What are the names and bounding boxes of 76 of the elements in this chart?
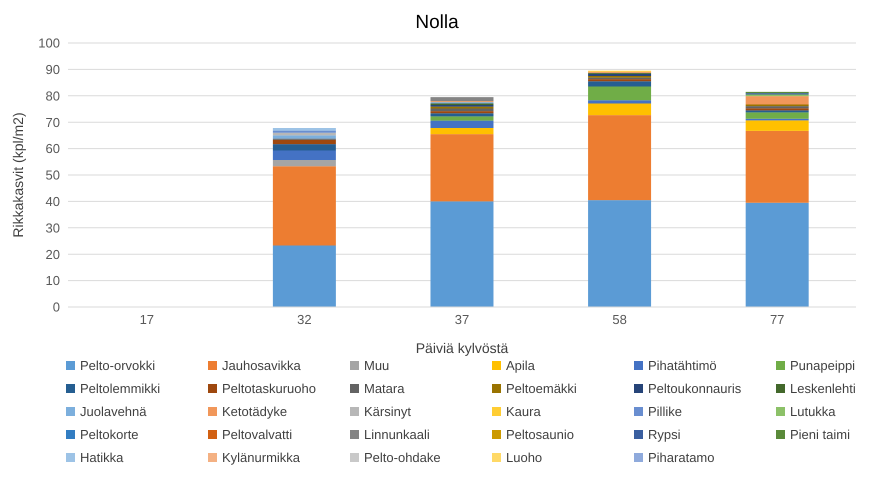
bar xyxy=(588,103,652,116)
x-tick-label: 77 xyxy=(770,312,784,328)
bar xyxy=(272,135,336,139)
legend-label: Ketotädyke xyxy=(222,404,288,419)
bar xyxy=(430,113,494,116)
bar xyxy=(746,112,809,119)
bar xyxy=(588,100,652,104)
legend-label: Peltovalvatti xyxy=(222,427,292,442)
legend-label: Kärsinyt xyxy=(364,404,411,419)
legend-label: Peltolemmikki xyxy=(80,381,160,396)
bar xyxy=(430,97,494,102)
legend-label: Jauhosavikka xyxy=(222,358,301,373)
legend-label: Pelto-ohdake xyxy=(364,450,441,465)
x-tick-label: 17 xyxy=(140,312,154,328)
x-tick-label: 37 xyxy=(454,312,470,328)
y-tick-label: 90 xyxy=(46,62,60,78)
y-tick-label: 100 xyxy=(38,36,60,51)
bar xyxy=(430,108,494,112)
legend-label: Muu xyxy=(364,358,390,373)
legend-label: Pieni taimi xyxy=(790,427,850,442)
bar xyxy=(746,202,809,307)
legend-label: Pihatähtimö xyxy=(648,358,717,373)
bar xyxy=(272,144,336,150)
bar xyxy=(430,201,494,307)
bar xyxy=(588,81,652,87)
x-tick-label: 32 xyxy=(297,312,312,328)
y-tick-label: 0 xyxy=(52,300,60,315)
bar xyxy=(430,134,494,202)
legend-label: Punapeippi xyxy=(790,358,856,373)
y-tick-label: 10 xyxy=(46,273,60,288)
legend-label: Peltoemäkki xyxy=(506,381,577,396)
bar xyxy=(272,245,336,307)
bar xyxy=(430,120,494,128)
legend-label: Rypsi xyxy=(648,427,681,442)
legend-label: Lutukka xyxy=(790,404,836,419)
y-tick-label: 20 xyxy=(46,246,60,262)
chart-title: Nolla xyxy=(415,12,459,33)
bar xyxy=(588,86,652,100)
bar xyxy=(272,132,336,136)
bar xyxy=(746,130,809,203)
bar xyxy=(588,200,652,307)
y-tick-label: 70 xyxy=(46,114,60,130)
y-axis-title: Rikkakasvit (kpl/m2) xyxy=(10,112,26,238)
legend-label: Apila xyxy=(506,358,535,373)
x-axis-title: Päiviä kylvöstä xyxy=(416,340,509,356)
bar xyxy=(272,150,336,160)
legend-label: Peltotaskuruoho xyxy=(222,381,316,396)
bar xyxy=(746,96,809,105)
legend-label: Peltokorte xyxy=(80,427,139,442)
legend-label: Luoho xyxy=(506,450,542,465)
y-tick-label: 30 xyxy=(46,220,60,236)
legend-label: Linnunkaali xyxy=(364,427,430,442)
legend-label: Piharatamo xyxy=(648,450,714,465)
bar xyxy=(272,128,336,131)
legend-label: Kaura xyxy=(506,404,541,419)
legend-label: Pillike xyxy=(648,404,682,419)
bar xyxy=(746,120,809,131)
y-tick-label: 40 xyxy=(46,194,60,210)
legend-label: Kylänurmikka xyxy=(222,450,300,465)
legend-label: Leskenlehti xyxy=(790,381,856,396)
y-tick-label: 50 xyxy=(46,168,60,183)
legend-label: Hatikka xyxy=(80,450,124,465)
legend-label: Matara xyxy=(364,381,404,396)
x-tick-label: 58 xyxy=(612,312,627,328)
legend-label: Peltosaunio xyxy=(506,427,574,442)
y-tick-label: 80 xyxy=(46,88,60,104)
legend-label: Pelto-orvokki xyxy=(80,358,156,373)
bar xyxy=(430,128,494,134)
bar xyxy=(272,140,336,144)
bar xyxy=(272,166,336,246)
y-tick-label: 60 xyxy=(46,141,60,156)
legend-label: Juolavehnä xyxy=(80,404,146,419)
legend-label: Peltoukonnauris xyxy=(648,381,742,396)
bar xyxy=(588,115,652,200)
bar xyxy=(272,160,336,166)
bar xyxy=(430,116,494,121)
